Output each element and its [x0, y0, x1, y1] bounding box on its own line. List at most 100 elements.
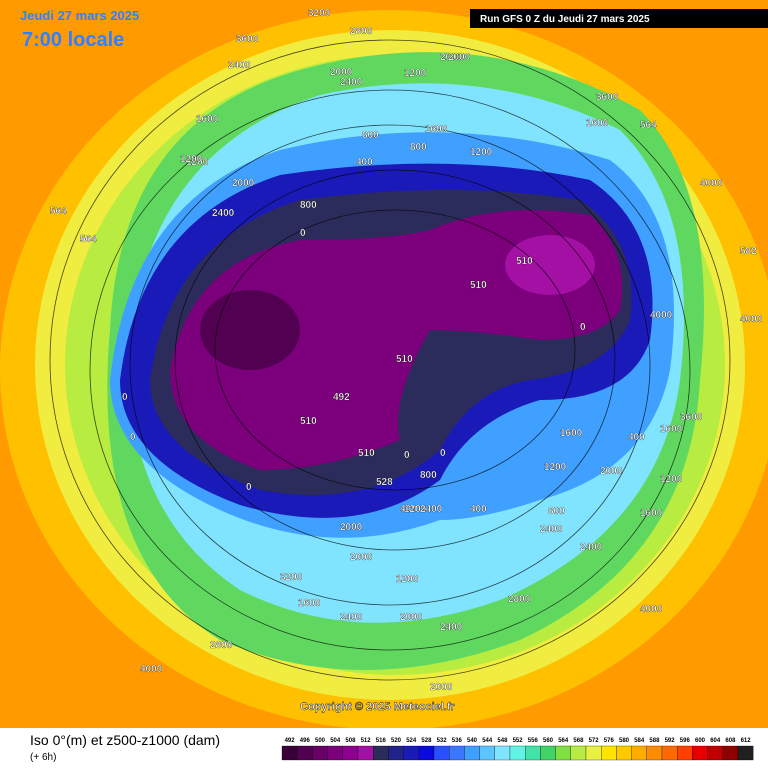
- scale-swatch: [707, 745, 723, 761]
- run-box: [470, 9, 768, 28]
- scale-label: 512: [361, 738, 372, 744]
- scale-label: 592: [665, 738, 676, 744]
- scale-label: 612: [741, 738, 752, 744]
- scale-swatch: [418, 745, 435, 761]
- scale-swatch: [540, 745, 556, 761]
- scale-label: 504: [330, 738, 341, 744]
- contour-label: 3200: [280, 572, 303, 583]
- scale-label: 508: [345, 738, 356, 744]
- scale-label: 580: [619, 738, 630, 744]
- scale-label: 532: [437, 738, 448, 744]
- contour-label: 800: [362, 130, 379, 141]
- contour-label: 1200: [470, 147, 493, 158]
- contour-label: 0: [122, 392, 128, 403]
- scale-swatch: [509, 745, 526, 761]
- scale-label: 596: [680, 738, 691, 744]
- contour-label: 0: [440, 448, 446, 459]
- contour-label: 2000: [340, 522, 363, 533]
- contour-label: 510: [300, 416, 317, 427]
- contour-label: 1200: [544, 462, 567, 473]
- contour-label: 2400: [228, 60, 251, 71]
- contour-label: 3200: [308, 8, 331, 19]
- contour-label: 2400: [580, 542, 603, 553]
- contour-label: 2400: [340, 612, 363, 623]
- contour-label: 1200: [180, 154, 203, 165]
- contour-label: 1200: [404, 68, 427, 79]
- contour-label: 1600: [640, 508, 663, 519]
- scale-label: 604: [710, 738, 721, 744]
- map: [0, 0, 768, 730]
- contour-label: 1200: [404, 504, 427, 515]
- contour-label: 2800: [350, 26, 373, 37]
- contour-label: 3600: [596, 92, 619, 103]
- date: Jeudi 27 mars 2025: [20, 8, 139, 23]
- contour-label: 2000: [400, 612, 423, 623]
- contour-label: 1200: [396, 574, 419, 585]
- contour-label: 4000: [740, 314, 763, 325]
- contour-label: 492: [333, 392, 350, 403]
- contour-label: 0: [580, 322, 586, 333]
- scale-swatch: [494, 745, 511, 761]
- scale-swatch: [297, 745, 313, 761]
- contour-label: 1200: [186, 157, 209, 168]
- scale-swatch: [692, 745, 708, 761]
- scale-swatch: [677, 745, 693, 761]
- legend-title: Iso 0°(m) et z500-z1000 (dam): [30, 732, 220, 748]
- contour-label: 3600: [236, 34, 259, 45]
- map-labels: 3200280024003600240020001600120020001600…: [50, 8, 763, 693]
- scale-swatch: [327, 745, 343, 761]
- contour-label: 4000: [650, 310, 673, 321]
- scale-label: 524: [406, 738, 417, 744]
- scale-swatch: [403, 745, 419, 761]
- contour-label: 2400: [540, 524, 563, 535]
- contour-label: 2400: [440, 622, 463, 633]
- contour-label: 2000: [448, 52, 471, 63]
- contour-label: 510: [470, 280, 487, 291]
- contour-label: 2000: [232, 178, 255, 189]
- contour-label: 1600: [586, 118, 609, 129]
- contour-label: 1600: [425, 124, 448, 135]
- contour-label: 1600: [660, 424, 683, 435]
- contour-label: 582: [740, 246, 757, 257]
- scale-label: 584: [634, 738, 645, 744]
- contour-label: 2800: [508, 594, 531, 605]
- scale-label: 548: [497, 738, 508, 744]
- scale-label: 576: [604, 738, 615, 744]
- scale-swatch: [661, 745, 678, 761]
- contour-label: 1600: [298, 598, 321, 609]
- scale-swatch: [646, 745, 663, 761]
- scale-label: 588: [649, 738, 660, 744]
- contour-label: 4000: [700, 178, 723, 189]
- contour-label: 2400: [420, 504, 443, 515]
- contour-label: 400: [356, 157, 373, 168]
- scale-swatch: [373, 745, 389, 761]
- contour-label: 4000: [140, 664, 163, 675]
- contour-label: 2000: [430, 682, 453, 693]
- contour-label: 2400: [212, 208, 235, 219]
- scale-label: 568: [573, 738, 584, 744]
- scale-swatch: [342, 745, 359, 761]
- contour-label: 510: [516, 256, 533, 267]
- scale-swatch: [585, 745, 602, 761]
- contour-label: 2800: [210, 640, 233, 651]
- scale-swatch: [388, 745, 404, 761]
- scale-swatch: [449, 745, 465, 761]
- run-label: Run GFS 0 Z du Jeudi 27 mars 2025: [480, 14, 650, 25]
- scale-label: 536: [452, 738, 463, 744]
- scale-label: 544: [482, 738, 493, 744]
- contour-label: 2400: [340, 77, 363, 88]
- scale-swatch: [631, 745, 647, 761]
- scale-label: 552: [513, 738, 524, 744]
- scale-label: 528: [421, 738, 432, 744]
- scale-swatch: [616, 745, 632, 761]
- contour-label: 2000: [330, 67, 353, 78]
- scale-swatch: [722, 745, 739, 761]
- scale-swatch: [570, 745, 587, 761]
- scale-swatch: [281, 745, 298, 761]
- contour-label: 1200: [660, 474, 683, 485]
- contour-label: 800: [410, 142, 427, 153]
- contour-label: 1600: [196, 114, 219, 125]
- scale-swatch: [433, 745, 450, 761]
- contour-label: 2000: [600, 466, 623, 477]
